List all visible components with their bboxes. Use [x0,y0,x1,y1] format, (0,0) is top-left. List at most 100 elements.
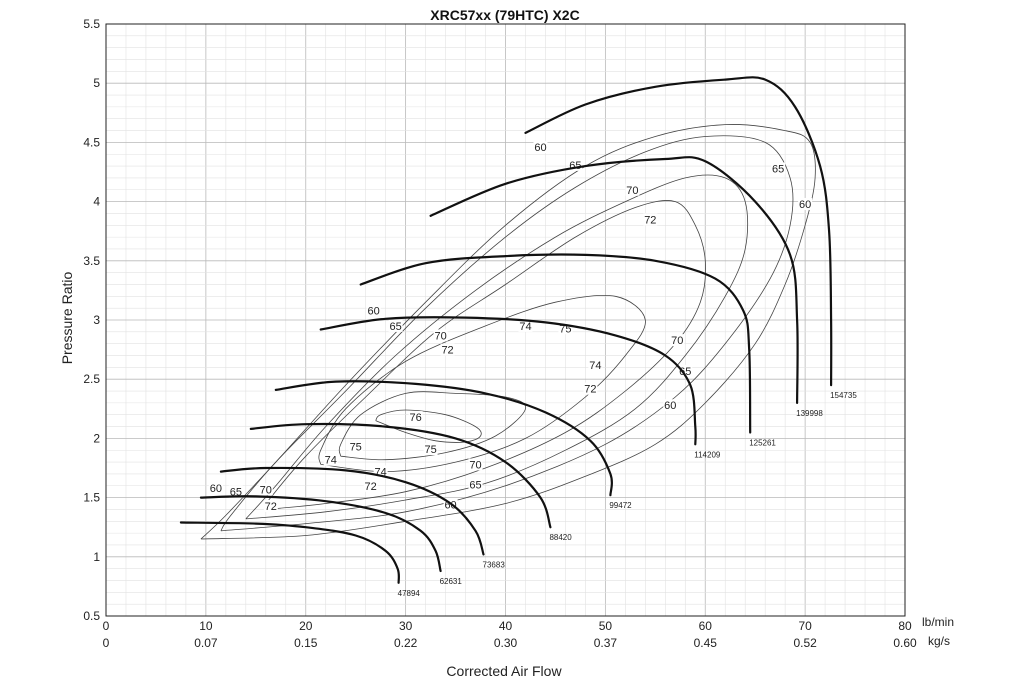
y-tick-label: 3.5 [83,254,100,268]
efficiency-label-bg [643,213,658,226]
efficiency-label-bg [208,482,223,495]
efficiency-label-bg [533,141,548,154]
efficiency-label: 70 [626,185,638,197]
efficiency-label: 65 [679,366,691,378]
efficiency-label: 72 [365,481,377,493]
speed-label-62631: 62631 [440,577,463,586]
efficiency-label-bg [588,358,603,371]
efficiency-label: 74 [589,360,601,372]
speed-line-62631 [199,495,442,573]
y-tick-label: 4.5 [83,135,100,149]
x-tick-label-secondary: 0.30 [494,636,518,650]
efficiency-label: 70 [434,330,446,342]
axis-ticks: 0 10 20 30 40 50 60 70 80 0 0.07 0.15 0.22 0.30 0.37 0.… [83,17,917,650]
efficiency-label-bg [423,443,438,456]
speed-line-47894 [179,521,400,584]
x-tick-label: 60 [699,619,713,633]
efficiency-label-bg [771,162,786,175]
efficiency-label-bg [408,411,423,424]
speed-line-154735 [524,76,833,387]
efficiency-label-bg [433,329,448,342]
efficiency-label-bg [583,382,598,395]
efficiency-label-bg [348,440,363,453]
y-axis-label: Pressure Ratio [59,271,75,364]
efficiency-label-bg [388,319,403,332]
efficiency-label-bg [366,304,381,317]
efficiency-label-bg [258,483,273,496]
x-tick-label-secondary: 0.22 [394,636,418,650]
efficiency-label-bg [468,458,483,471]
speed-line-88420 [249,422,552,529]
x-tick-label: 10 [199,619,213,633]
efficiency-label: 60 [534,142,546,154]
efficiency-label: 72 [265,501,277,513]
plot-frame [105,23,906,617]
efficiency-label-bg [440,343,455,356]
x-tick-label: 40 [499,619,513,633]
speed-line-73683 [219,466,485,556]
x-tick-label: 50 [599,619,613,633]
x-tick-label-secondary: 0.37 [594,636,618,650]
efficiency-label-bg [678,364,693,377]
x-axis-label: Corrected Air Flow [446,663,562,679]
efficiency-label: 65 [772,163,784,175]
x-tick-label-secondary: 0.15 [294,636,318,650]
efficiency-contour-65 [220,135,794,532]
efficiency-label-bg [663,399,678,412]
efficiency-contour-60 [200,124,816,540]
speed-label-154735: 154735 [830,391,857,400]
efficiency-label-bg [468,478,483,491]
chart-title: XRC57xx (79HTC) X2C [430,7,579,23]
speed-lines: 47894 62631 73683 88420 99472 114209 125261 139… [179,76,857,598]
efficiency-label: 70 [671,335,683,347]
efficiency-label-bg [323,453,338,466]
efficiency-label-bg [670,334,685,347]
efficiency-label: 70 [260,484,272,496]
efficiency-label: 76 [409,412,421,424]
speed-line-139998 [429,156,799,404]
efficiency-label-bg [228,485,243,498]
efficiency-label: 65 [469,480,481,492]
efficiency-label: 75 [350,442,362,454]
x-tick-label: 30 [399,619,413,633]
speed-line-125261 [359,253,752,434]
efficiency-contour-75 [338,391,526,461]
speed-label-88420: 88420 [549,533,572,542]
y-tick-label: 1 [93,550,100,564]
x-tick-label-secondary: 0 [103,636,110,650]
x-tick-label: 20 [299,619,313,633]
speed-line-114209 [319,316,697,446]
y-tick-label: 3 [93,313,100,327]
efficiency-label-bg [363,479,378,492]
efficiency-label: 65 [390,321,402,333]
efficiency-contour-72 [265,200,706,510]
efficiency-label: 60 [664,400,676,412]
speed-label-99472: 99472 [609,501,632,510]
efficiency-contour-76 [375,409,482,443]
efficiency-label: 70 [469,459,481,471]
speed-line-99472 [274,380,613,497]
x-unit-secondary: kg/s [928,634,950,648]
efficiency-label: 72 [441,345,453,357]
y-tick-label: 0.5 [83,609,100,623]
speed-label-125261: 125261 [749,438,776,447]
efficiency-contour-74 [318,294,646,473]
speed-label-139998: 139998 [796,409,823,418]
efficiency-label-bg [518,319,533,332]
x-tick-label-secondary: 0.60 [893,636,917,650]
efficiency-label: 72 [644,214,656,226]
y-tick-label: 4 [93,195,100,209]
efficiency-label-bg [798,197,813,210]
x-tick-label-secondary: 0.07 [194,636,218,650]
efficiency-label-bg [625,183,640,196]
y-tick-label: 5.5 [83,17,100,31]
efficiency-label: 60 [368,306,380,318]
y-tick-label: 1.5 [83,491,100,505]
efficiency-label-bg [263,499,278,512]
speed-label-73683: 73683 [483,560,506,569]
y-tick-label: 2 [93,431,100,445]
x-tick-label-secondary: 0.45 [694,636,718,650]
efficiency-label: 74 [519,321,531,333]
efficiency-label: 75 [424,444,436,456]
